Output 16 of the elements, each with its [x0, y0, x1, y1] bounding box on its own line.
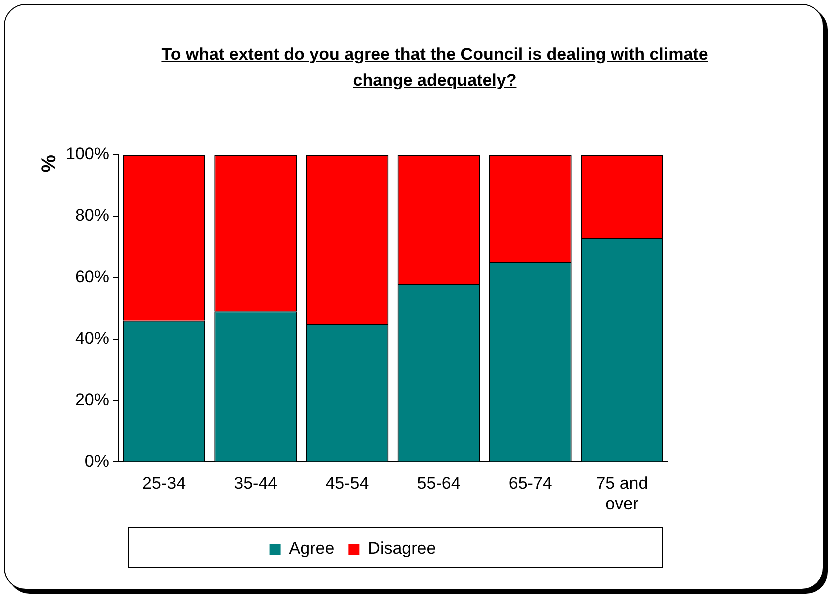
- x-tick-label: 35-44: [234, 474, 278, 494]
- chart-title: To what extent do you agree that the Council is dealing with climate change adequately?: [160, 44, 710, 92]
- y-tick-label: 0%: [84, 452, 110, 471]
- y-tick-label: 80%: [75, 206, 110, 226]
- y-tick-label: 20%: [75, 390, 110, 410]
- y-tick-label: 60%: [75, 268, 110, 287]
- x-tick-label: 75 and over: [596, 474, 648, 514]
- y-tick-label: 40%: [75, 329, 110, 348]
- x-tick-label: 55-64: [417, 474, 461, 494]
- x-tick-label: 45-54: [326, 474, 370, 494]
- legend-label: Agree: [289, 539, 335, 558]
- legend-label: Disagree: [368, 539, 436, 558]
- x-tick-label: 25-34: [142, 474, 186, 494]
- y-tick-label: 100%: [66, 144, 110, 164]
- y-axis-title: %: [38, 154, 61, 173]
- x-tick-label: 65-74: [508, 474, 552, 494]
